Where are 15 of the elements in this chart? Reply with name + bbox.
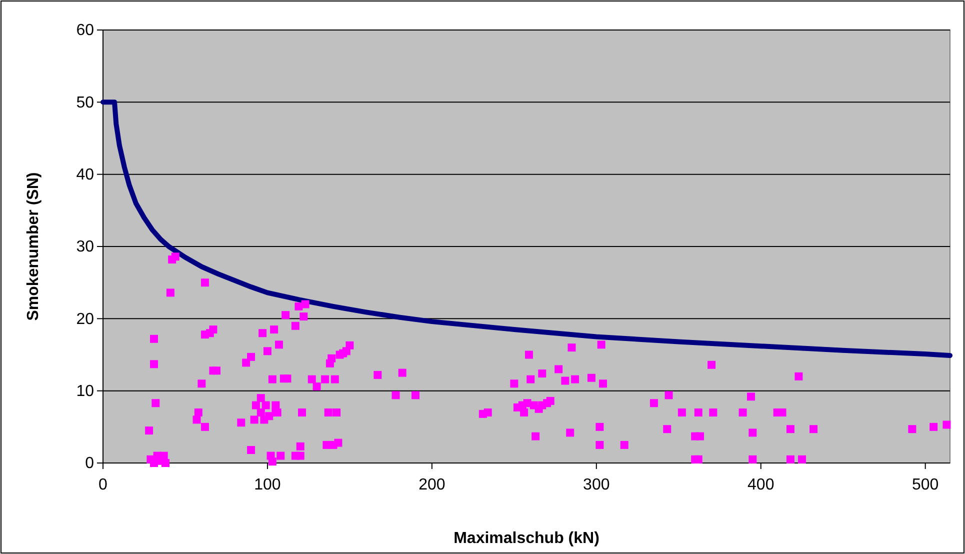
x-tick-label: 400 [748,476,774,494]
y-tick-label: 50 [76,94,94,112]
x-tick-label: 200 [418,476,446,494]
y-tick-label: 40 [76,166,94,184]
y-tick-label: 10 [76,382,94,400]
y-axis-title: Smokenumber (SN) [25,172,42,321]
x-tick-label: 100 [254,476,281,494]
y-tick-label: 0 [85,455,94,472]
y-tick-label: 20 [76,310,94,328]
x-tick-label: 0 [98,476,108,494]
x-axis-title: Maximalschub (kN) [454,530,600,547]
x-tick-label: 500 [912,476,939,494]
x-tick-label: 300 [583,476,610,494]
y-tick-label: 60 [76,22,94,40]
y-tick-label: 30 [76,238,94,256]
